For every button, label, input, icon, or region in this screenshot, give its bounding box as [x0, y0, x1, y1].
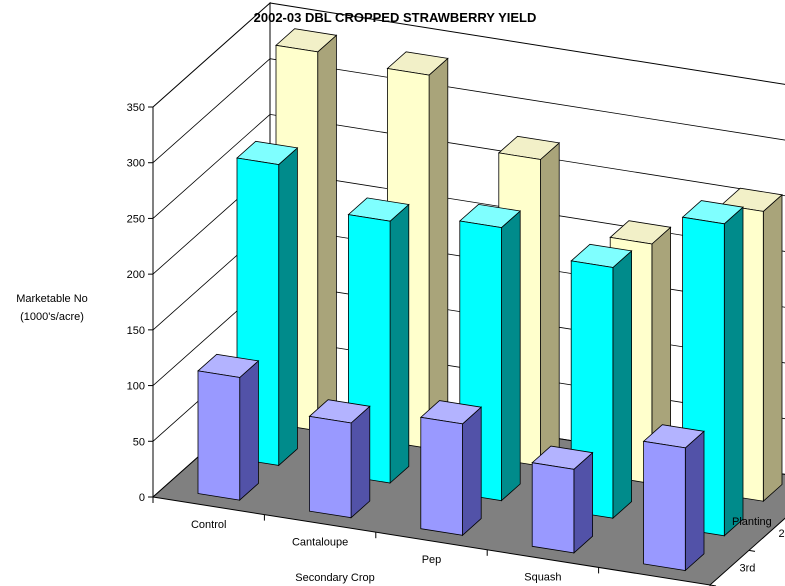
chart-title: 2002-03 DBL CROPPED STRAWBERRY YIELD: [254, 10, 537, 25]
x-categories: ControlCantaloupePepSquashPickles: [152, 497, 711, 586]
bar-side: [428, 57, 449, 450]
y-tick-label: 50: [133, 436, 145, 448]
depth-axis-label: Planting: [732, 516, 772, 528]
x-axis-label: Secondary Crop: [295, 572, 375, 584]
x-category-label: Pep: [422, 554, 442, 566]
depth-series-label: 3rd: [740, 563, 756, 575]
y-tick-label: 250: [127, 213, 145, 225]
bar-3rd-squash: [531, 445, 594, 554]
bar-side: [239, 360, 259, 501]
bar-side: [389, 203, 410, 484]
bar-side: [723, 206, 744, 537]
bar-side: [350, 405, 371, 519]
bar-3rd-control: [197, 353, 260, 501]
gridline: [152, 58, 785, 163]
bar-3rd-pep: [419, 400, 483, 537]
bar-side: [573, 451, 593, 554]
y-ticks: 0 50 100 150 200 250 300 350: [127, 102, 153, 504]
bar-side: [684, 430, 705, 572]
y-tick-label: 100: [127, 381, 145, 393]
bar-side: [278, 147, 298, 467]
bar-front: [643, 440, 686, 571]
bar-side: [762, 193, 783, 503]
bar-front: [531, 462, 575, 554]
y-tick-label: 0: [139, 492, 145, 504]
bar-front: [308, 415, 352, 519]
y-tick-label: 150: [127, 325, 145, 337]
bar-side: [462, 406, 482, 537]
x-category-label: Control: [191, 519, 226, 531]
bar-side: [317, 34, 337, 432]
bar-front: [197, 370, 241, 501]
x-category-label: Cantaloupe: [292, 536, 348, 548]
bar-front: [420, 416, 463, 536]
y-tick-label: 200: [127, 269, 145, 281]
y-tick-label: 300: [127, 158, 145, 170]
bar-side: [540, 142, 560, 467]
y-tick-label: 350: [127, 102, 145, 114]
bar-3rd-cantaloupe: [308, 399, 371, 519]
bar-side: [501, 210, 521, 502]
depth-series-label: 2nd: [779, 528, 785, 540]
gridline: [152, 113, 785, 219]
y-axis-label-line-1: Marketable No: [16, 293, 88, 305]
y-axis-label-line-2: (1000's/acre): [20, 311, 84, 323]
chart-bars: [197, 28, 783, 572]
x-category-label: Squash: [524, 572, 561, 584]
bar-side: [612, 250, 632, 520]
bar-3rd-pickles: [642, 424, 705, 572]
depth-tick-mark: [748, 549, 756, 552]
